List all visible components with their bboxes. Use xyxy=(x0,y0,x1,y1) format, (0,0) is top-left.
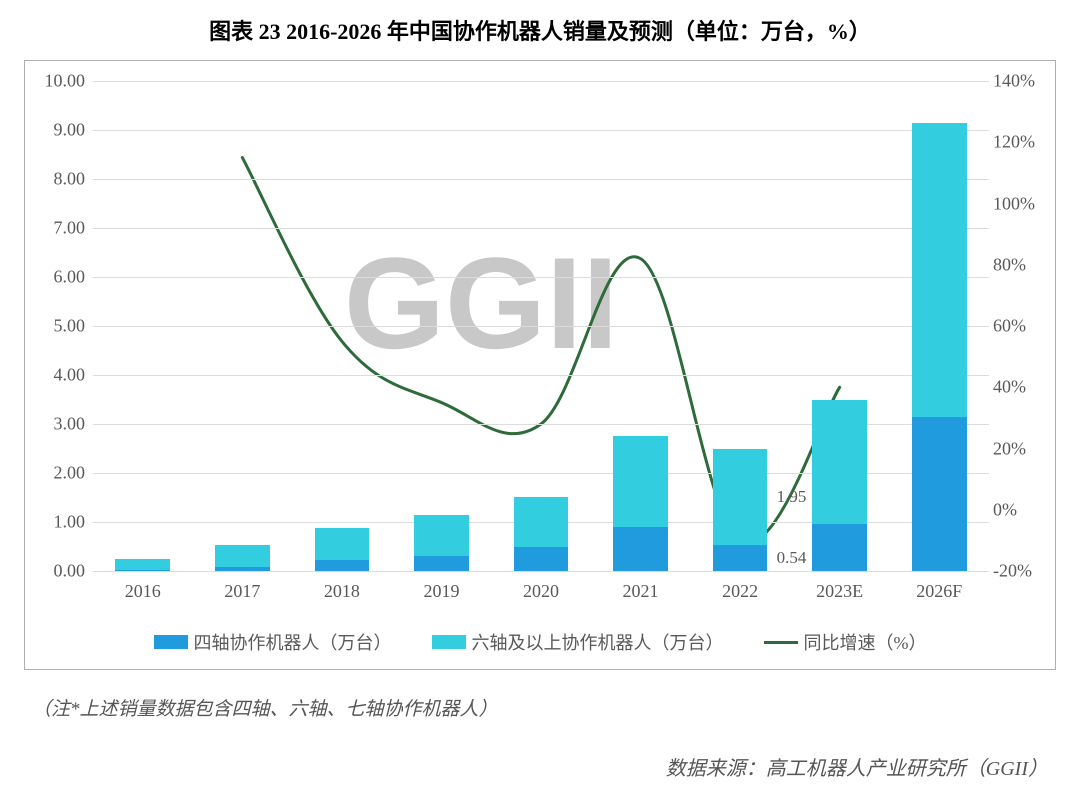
legend-label: 四轴协作机器人（万台） xyxy=(194,629,392,655)
bar-segment-bottom xyxy=(315,560,370,571)
bar-segment-top xyxy=(414,515,469,557)
x-tick-label: 2020 xyxy=(523,581,559,602)
bar-segment-bottom xyxy=(912,417,967,571)
gridline xyxy=(93,571,989,572)
plot-area: GGII 0.001.002.003.004.005.006.007.008.0… xyxy=(93,81,989,571)
bar-segment-top xyxy=(912,123,967,417)
x-tick-label: 2026F xyxy=(916,581,962,602)
bar-segment-bottom xyxy=(414,556,469,571)
y-left-tick-label: 5.00 xyxy=(33,316,85,337)
bar-segment-top xyxy=(713,449,768,545)
chart-note: （注*上述销量数据包含四轴、六轴、七轴协作机器人） xyxy=(32,694,498,721)
bar-segment-bottom xyxy=(713,545,768,571)
bar-stack xyxy=(812,81,867,571)
bar-value-label: 0.54 xyxy=(777,548,807,568)
x-tick-label: 2019 xyxy=(423,581,459,602)
y-right-tick-label: 80% xyxy=(993,254,1039,275)
bar-stack xyxy=(613,81,668,571)
y-right-tick-label: 20% xyxy=(993,438,1039,459)
watermark-text: GGII xyxy=(344,228,618,378)
bar-segment-top xyxy=(514,497,569,547)
y-right-tick-label: 0% xyxy=(993,499,1039,520)
bar-segment-bottom xyxy=(613,527,668,571)
legend-swatch-box xyxy=(432,635,466,649)
bar-stack xyxy=(215,81,270,571)
chart-source: 数据来源：高工机器人产业研究所（GGII） xyxy=(666,752,1048,781)
legend-label: 六轴及以上协作机器人（万台） xyxy=(472,629,724,655)
chart-title: 图表 23 2016-2026 年中国协作机器人销量及预测（单位：万台，%） xyxy=(0,0,1080,56)
legend-item: 四轴协作机器人（万台） xyxy=(154,629,392,655)
chart-legend: 四轴协作机器人（万台） 六轴及以上协作机器人（万台） 同比增速（%） xyxy=(25,629,1055,655)
bar-segment-top xyxy=(812,400,867,525)
bar-segment-top xyxy=(215,545,270,567)
page-root: 图表 23 2016-2026 年中国协作机器人销量及预测（单位：万台，%） G… xyxy=(0,0,1080,797)
y-left-tick-label: 10.00 xyxy=(33,71,85,92)
bar-segment-top xyxy=(115,559,170,570)
bar-value-label: 1.95 xyxy=(777,487,807,507)
y-left-tick-label: 8.00 xyxy=(33,169,85,190)
y-left-tick-label: 9.00 xyxy=(33,120,85,141)
x-tick-label: 2023E xyxy=(816,581,863,602)
bar-segment-bottom xyxy=(215,567,270,571)
y-left-tick-label: 7.00 xyxy=(33,218,85,239)
legend-item: 同比增速（%） xyxy=(764,629,927,655)
y-right-tick-label: 120% xyxy=(993,132,1039,153)
y-right-tick-label: -20% xyxy=(993,561,1039,582)
bar-stack xyxy=(713,81,768,571)
x-tick-label: 2018 xyxy=(324,581,360,602)
bar-stack xyxy=(414,81,469,571)
legend-item: 六轴及以上协作机器人（万台） xyxy=(432,629,724,655)
legend-label: 同比增速（%） xyxy=(804,629,927,655)
x-tick-label: 2022 xyxy=(722,581,758,602)
y-right-tick-label: 60% xyxy=(993,316,1039,337)
y-right-tick-label: 100% xyxy=(993,193,1039,214)
y-left-tick-label: 6.00 xyxy=(33,267,85,288)
bar-segment-bottom xyxy=(514,547,569,572)
y-left-tick-label: 2.00 xyxy=(33,463,85,484)
chart-frame: GGII 0.00 1.00 2.00 3.00 4.00 5.00 6.00 7.00 8.0… xyxy=(24,60,1056,670)
legend-swatch-box xyxy=(154,635,188,649)
bar-stack xyxy=(912,81,967,571)
y-right-tick-label: 140% xyxy=(993,71,1039,92)
y-left-tick-label: 3.00 xyxy=(33,414,85,435)
bar-segment-top xyxy=(613,436,668,527)
bar-segment-bottom xyxy=(115,570,170,571)
bar-stack xyxy=(514,81,569,571)
x-tick-label: 2017 xyxy=(224,581,260,602)
y-left-tick-label: 4.00 xyxy=(33,365,85,386)
x-tick-label: 2021 xyxy=(623,581,659,602)
y-left-tick-label: 1.00 xyxy=(33,512,85,533)
y-left-tick-label: 0.00 xyxy=(33,561,85,582)
x-tick-label: 2016 xyxy=(125,581,161,602)
y-right-tick-label: 40% xyxy=(993,377,1039,398)
bar-stack xyxy=(115,81,170,571)
legend-swatch-line xyxy=(764,641,798,644)
bar-segment-top xyxy=(315,528,370,560)
bar-stack xyxy=(315,81,370,571)
bar-segment-bottom xyxy=(812,524,867,571)
